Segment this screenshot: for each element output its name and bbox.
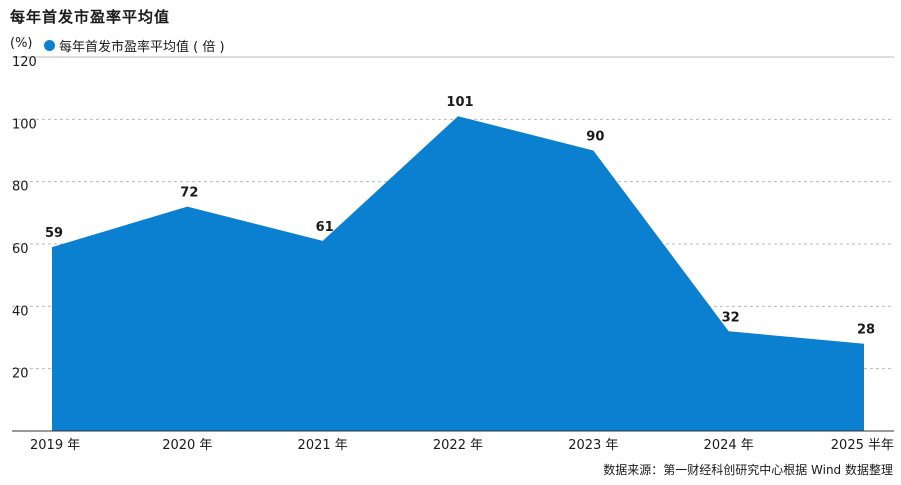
y-axis-ticks: 120 100 80 60 40 20 xyxy=(12,55,37,382)
x-axis-ticks: 2019 年 2020 年 2021 年 2022 年 2023 年 2024 年 2025… xyxy=(30,438,894,453)
legend: 每年首发市盈率平均值 ( 倍 ) xyxy=(44,36,225,55)
chart-title: 每年首发市盈率平均值 xyxy=(10,8,171,26)
data-source-note: 数据来源：第一财经科创研究中心根据 Wind 数据整理 xyxy=(603,463,893,477)
data-labels: 59 72 61 101 90 32 28 xyxy=(45,95,875,338)
y-tick-label: 20 xyxy=(12,367,29,382)
y-tick-label: 100 xyxy=(12,117,37,132)
data-label: 72 xyxy=(180,186,198,201)
x-tick-label: 2024 年 xyxy=(704,438,754,453)
data-label: 32 xyxy=(722,310,740,325)
x-tick-label: 2019 年 xyxy=(30,438,80,453)
data-label: 90 xyxy=(586,130,604,145)
legend-marker xyxy=(44,40,55,51)
y-tick-label: 60 xyxy=(12,242,29,257)
y-tick-label: 40 xyxy=(12,304,29,319)
series-area xyxy=(12,116,894,432)
data-label: 59 xyxy=(45,226,63,241)
area-fill xyxy=(52,116,864,431)
x-tick-label: 2023 年 xyxy=(568,438,618,453)
y-tick-label: 120 xyxy=(12,55,37,70)
y-tick-label: 80 xyxy=(12,180,29,195)
data-label: 28 xyxy=(857,323,875,338)
legend-label: 每年首发市盈率平均值 ( 倍 ) xyxy=(59,40,225,55)
x-tick-label: 2022 年 xyxy=(433,438,483,453)
data-label: 61 xyxy=(316,220,334,235)
x-tick-label: 2025 半年 xyxy=(831,438,894,453)
x-tick-label: 2020 年 xyxy=(162,438,212,453)
x-tick-label: 2021 年 xyxy=(298,438,348,453)
y-axis-unit: (%) xyxy=(10,36,33,51)
data-label: 101 xyxy=(446,95,473,110)
